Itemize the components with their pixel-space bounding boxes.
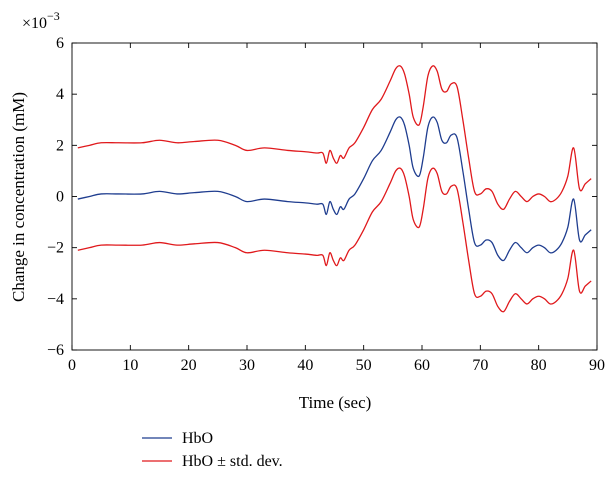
series-layer [77, 65, 592, 313]
legend-item-hbo: HbO [142, 430, 213, 447]
y-axis-title: Change in concentration (mM) [9, 92, 28, 302]
x-tick-label: 80 [531, 357, 547, 374]
y-tick-label: −6 [47, 342, 64, 359]
series-line-hbo-plus-std [77, 65, 592, 211]
legend: HbO HbO ± std. dev. [142, 430, 283, 470]
plot-frame [71, 42, 598, 351]
labels-layer: Time (sec) Change in concentration (mM) … [9, 9, 371, 412]
legend-label-hbo-std: HbO ± std. dev. [182, 453, 283, 470]
x-tick-label: 70 [472, 357, 488, 374]
legend-label-hbo: HbO [182, 430, 213, 447]
y-tick-label: −2 [47, 240, 64, 257]
series-line-hbo-minus-std [77, 167, 592, 313]
series-line-hbo [77, 116, 592, 262]
x-tick-label: 30 [239, 357, 255, 374]
y-scale-multiplier: ×10−3 [22, 9, 60, 32]
x-tick-label: 90 [589, 357, 605, 374]
y-tick-label: 0 [56, 189, 64, 206]
ticks-layer: 0 10 20 30 40 50 60 70 80 90 −6 −4 −2 0 2 4 6 [47, 35, 605, 374]
x-tick-label: 40 [297, 357, 313, 374]
legend-item-hbo-std: HbO ± std. dev. [142, 453, 283, 470]
y-tick-label: −4 [47, 291, 64, 308]
y-tick-label: 2 [56, 137, 64, 154]
y-tick-label: 4 [56, 86, 64, 103]
y-scale-exponent: −3 [47, 9, 60, 23]
x-tick-label: 10 [122, 357, 138, 374]
x-axis-title: Time (sec) [299, 393, 372, 412]
y-scale-base: ×10 [22, 15, 47, 32]
x-tick-label: 60 [414, 357, 430, 374]
plot-area [71, 42, 598, 351]
x-tick-label: 50 [356, 357, 372, 374]
x-tick-label: 0 [68, 357, 76, 374]
y-tick-label: 6 [56, 35, 64, 52]
x-tick-label: 20 [181, 357, 197, 374]
